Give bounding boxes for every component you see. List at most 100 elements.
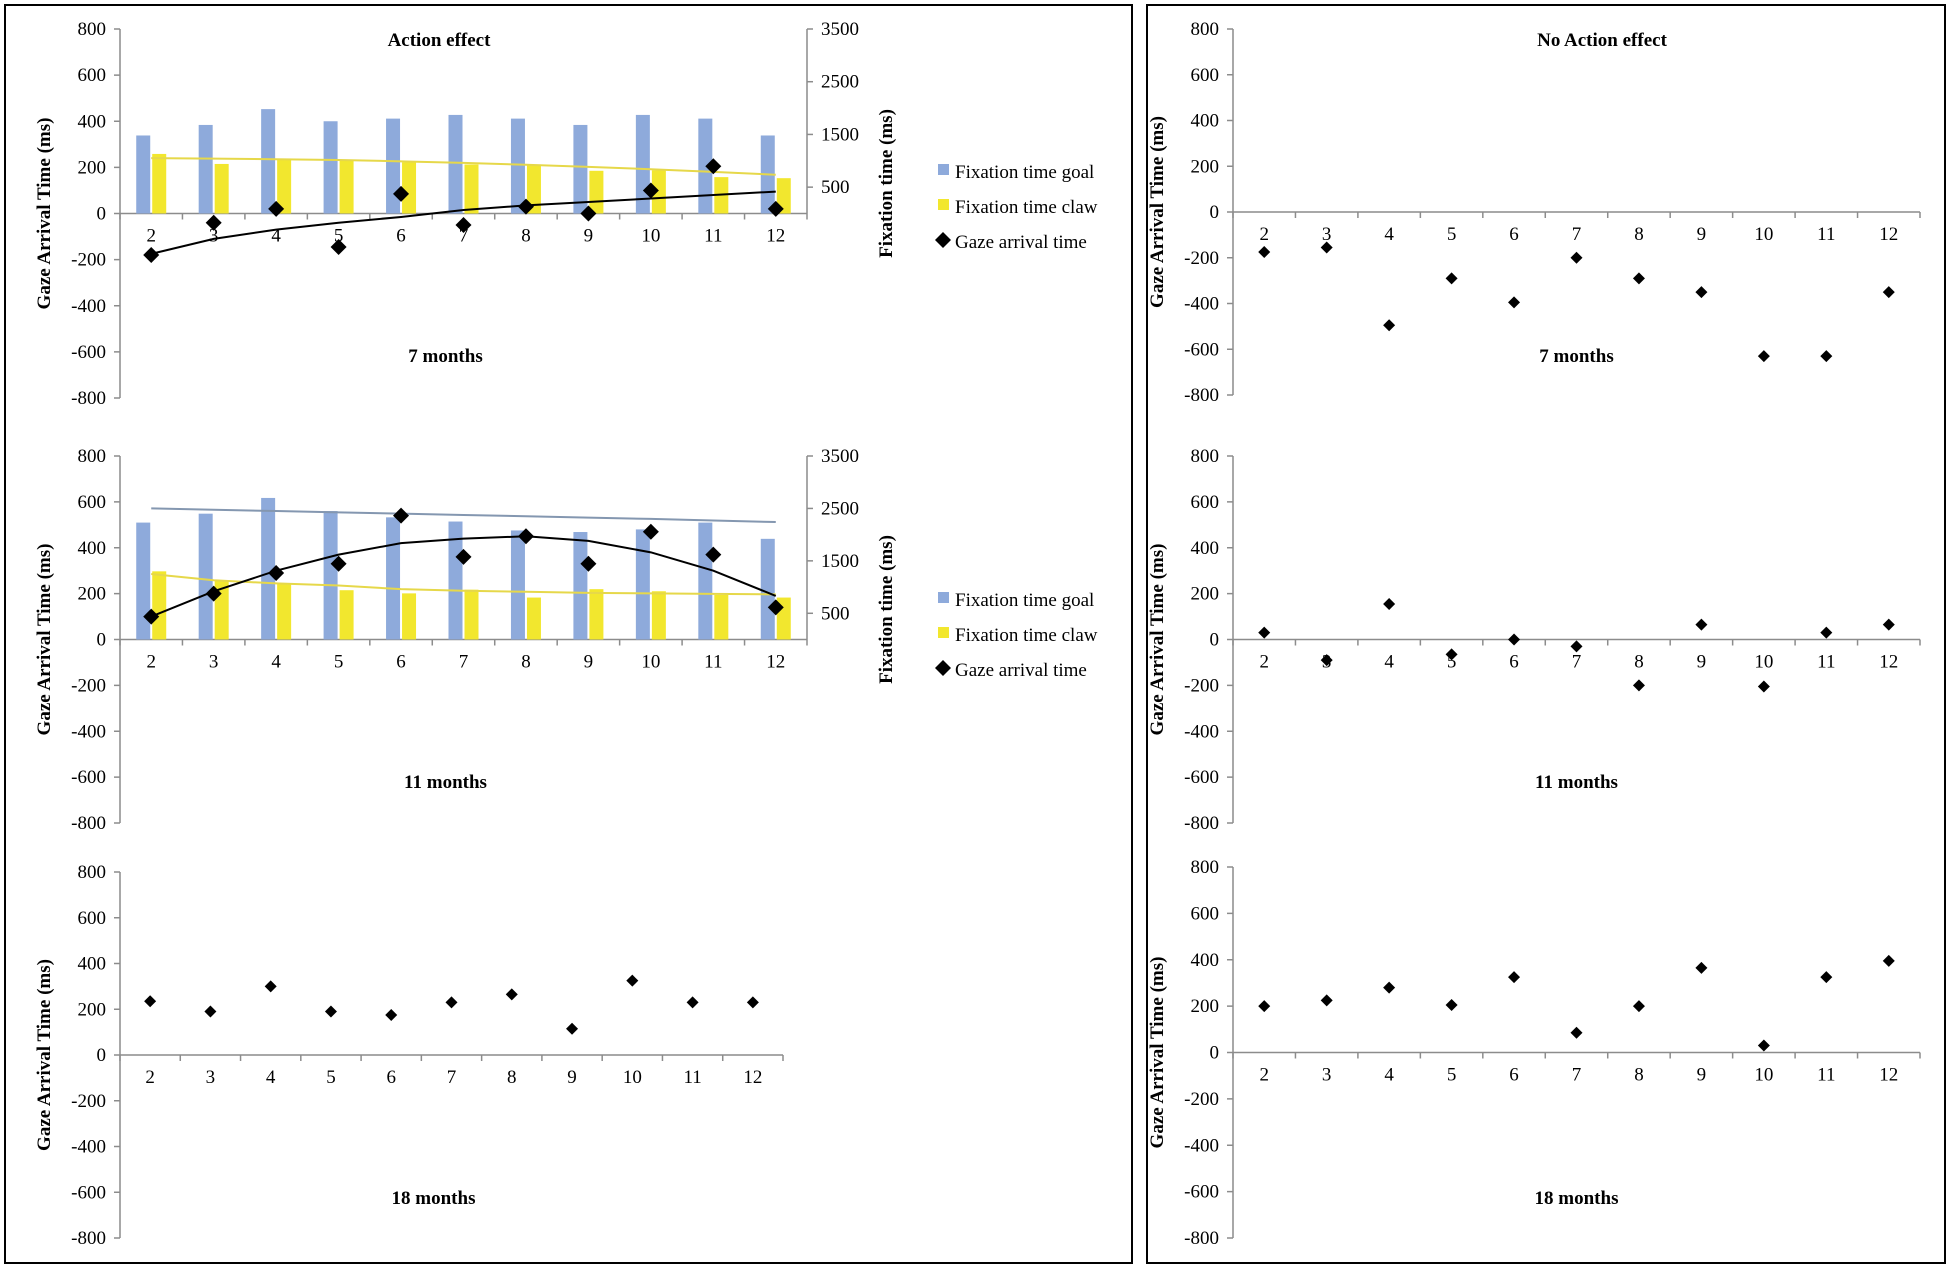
chart-action-7: 800 600 400 200 0 -200 -400 -600 -800 2 3 4 5 6 7 8 9 10 1… xyxy=(34,19,1098,409)
x-tick-label: 2 xyxy=(1259,652,1269,673)
y-tick-label: 600 xyxy=(1191,903,1220,924)
gaze-point xyxy=(1820,971,1833,984)
x-tick-label: 5 xyxy=(1447,1065,1457,1086)
y-tick-label: -800 xyxy=(1184,813,1219,834)
x-tick-label: 5 xyxy=(334,652,344,673)
panel-title-no-action: No Action effect xyxy=(1537,30,1667,51)
gaze-point xyxy=(330,555,347,572)
y-tick-label: -800 xyxy=(71,813,106,834)
y-tick-label: -200 xyxy=(71,675,106,696)
y-tick-label: -200 xyxy=(1184,1089,1219,1110)
y-tick-label: -400 xyxy=(71,296,106,317)
gaze-point xyxy=(1757,680,1770,693)
y-tick-label: 0 xyxy=(97,204,107,225)
gaze-point xyxy=(1570,251,1583,264)
gaze-point xyxy=(1258,1000,1271,1013)
x-tick-label: 12 xyxy=(766,652,785,673)
gaze-point xyxy=(205,585,222,602)
x-tick-label: 11 xyxy=(1817,1065,1835,1086)
age-label: 7 months xyxy=(408,346,482,367)
x-tick-label: 4 xyxy=(266,1067,276,1088)
y-tick-label: -200 xyxy=(1184,675,1219,696)
gaze-point xyxy=(1258,626,1271,639)
gaze-point xyxy=(1820,350,1833,363)
x-tick-label: 9 xyxy=(584,652,594,673)
y-axis-title: Gaze Arrival Time (ms) xyxy=(34,959,55,1151)
gaze-point xyxy=(1820,626,1833,639)
gaze-point xyxy=(1757,1039,1770,1052)
y2-tick-label: 2500 xyxy=(821,72,859,93)
gaze-point xyxy=(1757,350,1770,363)
y-tick-label: -800 xyxy=(1184,385,1219,406)
x-tick-label: 6 xyxy=(396,652,406,673)
y2-tick-label: 3500 xyxy=(821,446,859,467)
x-tick-label: 12 xyxy=(743,1067,762,1088)
x-tick-label: 11 xyxy=(704,652,722,673)
y-tick-label: 600 xyxy=(78,492,107,513)
y-axis-title: Gaze Arrival Time (ms) xyxy=(1147,957,1168,1149)
x-tick-label: 5 xyxy=(334,226,344,247)
gaze-point xyxy=(1882,286,1895,299)
gaze-point xyxy=(1320,241,1333,254)
x-tick-label: 4 xyxy=(1384,1065,1394,1086)
x-tick-label: 9 xyxy=(567,1067,577,1088)
legend-swatch-gaze xyxy=(935,232,951,248)
bar-claw xyxy=(464,589,479,640)
bar-claw xyxy=(339,159,354,214)
gaze-point xyxy=(1383,319,1396,332)
y-tick-label: -600 xyxy=(71,767,106,788)
x-tick-label: 4 xyxy=(271,226,281,247)
bar-goal xyxy=(448,521,463,640)
gaze-point xyxy=(566,1022,579,1035)
x-tick-label: 3 xyxy=(206,1067,216,1088)
gaze-point xyxy=(1632,1000,1645,1013)
y-tick-label: 600 xyxy=(78,908,107,929)
x-tick-label: 10 xyxy=(1754,652,1773,673)
x-tick-label: 7 xyxy=(1572,652,1582,673)
gaze-point xyxy=(1570,1026,1583,1039)
gaze-point xyxy=(705,158,722,175)
gaze-point xyxy=(1882,954,1895,967)
trend-gaze xyxy=(150,535,777,618)
chart-action-18: 800 600 400 200 0 -200 -400 -600 -800 2 3 4 5 6 7 8 9 10 1… xyxy=(34,862,784,1249)
bar-goal xyxy=(323,511,338,640)
gaze-point xyxy=(1445,648,1458,661)
gaze-point xyxy=(1695,286,1708,299)
gaze-point xyxy=(1445,998,1458,1011)
age-label: 11 months xyxy=(404,772,487,793)
x-tick-label: 7 xyxy=(459,226,469,247)
right-panel-frame xyxy=(1146,4,1946,1264)
x-tick-label: 3 xyxy=(1322,1065,1332,1086)
chart-action-11: 800 600 400 200 0 -200 -400 -600 -800 2 3 4 5 6 7 8 9 10 1… xyxy=(34,446,1098,834)
gaze-point xyxy=(746,996,759,1009)
gaze-point xyxy=(143,247,160,264)
y-tick-label: 0 xyxy=(1210,202,1220,223)
gaze-point xyxy=(642,182,659,199)
x-tick-label: 2 xyxy=(1259,224,1269,245)
legend-label-goal: Fixation time goal xyxy=(955,162,1094,183)
gaze-point xyxy=(626,974,639,987)
y-tick-label: 200 xyxy=(1191,584,1220,605)
gaze-point xyxy=(324,1005,337,1018)
gaze-point xyxy=(517,198,534,215)
y-tick-label: -800 xyxy=(71,388,106,409)
bar-claw xyxy=(526,164,541,214)
bar-claw xyxy=(589,170,604,214)
x-tick-label: 2 xyxy=(146,226,156,247)
bar-claw xyxy=(651,591,666,640)
x-tick-label: 10 xyxy=(1754,224,1773,245)
y-tick-label: -200 xyxy=(1184,248,1219,269)
legend-swatch-claw xyxy=(938,627,949,638)
y-axis-title: Gaze Arrival Time (ms) xyxy=(34,544,55,736)
gaze-point xyxy=(1695,961,1708,974)
x-tick-label: 10 xyxy=(1754,1065,1773,1086)
x-tick-label: 10 xyxy=(641,652,660,673)
x-tick-label: 2 xyxy=(1259,1065,1269,1086)
y-tick-label: 0 xyxy=(1210,1043,1220,1064)
age-label: 18 months xyxy=(1535,1188,1619,1209)
y-tick-label: 800 xyxy=(1191,857,1220,878)
legend-label-claw: Fixation time claw xyxy=(955,197,1098,218)
x-tick-label: 11 xyxy=(1817,652,1835,673)
y-tick-label: -600 xyxy=(1184,767,1219,788)
